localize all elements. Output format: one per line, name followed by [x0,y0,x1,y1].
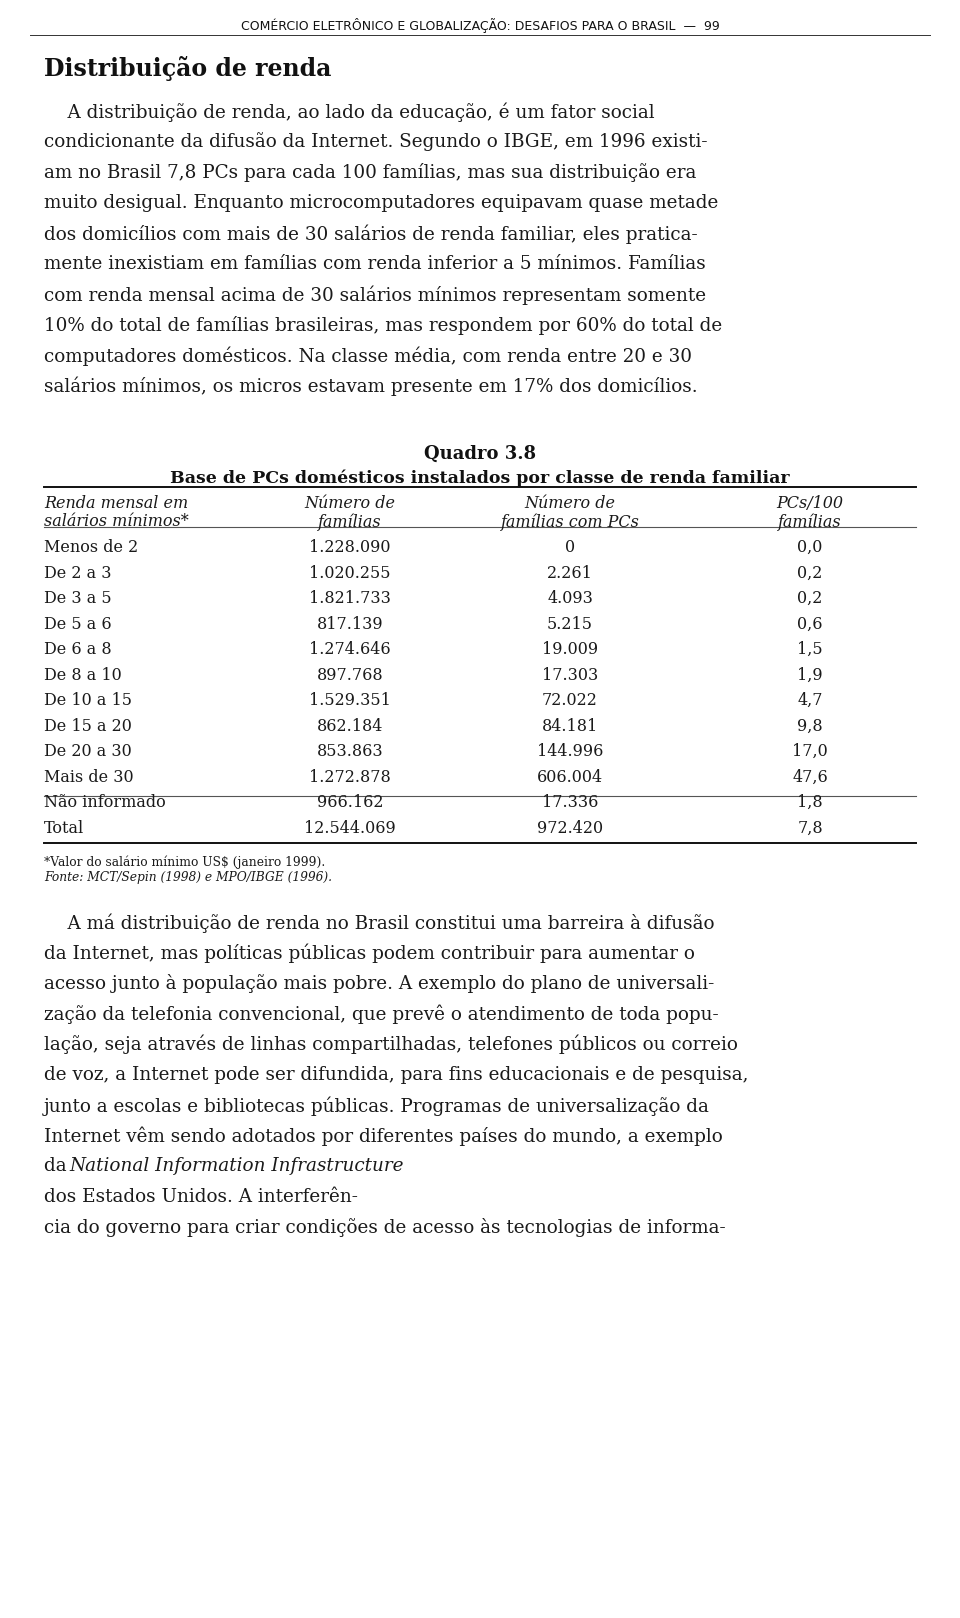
Text: 606.004: 606.004 [537,769,603,785]
Text: computadores domésticos. Na classe média, com renda entre 20 e 30: computadores domésticos. Na classe média… [44,346,692,366]
Text: 1.272.878: 1.272.878 [309,769,391,785]
Text: De 5 a 6: De 5 a 6 [44,615,111,633]
Text: De 6 a 8: De 6 a 8 [44,641,111,659]
Text: De 8 a 10: De 8 a 10 [44,667,122,683]
Text: 1.529.351: 1.529.351 [309,693,391,709]
Text: junto a escolas e bibliotecas públicas. Programas de universalização da: junto a escolas e bibliotecas públicas. … [44,1095,709,1115]
Text: 0,0: 0,0 [798,539,823,557]
Text: 9,8: 9,8 [797,717,823,735]
Text: Número de: Número de [524,495,615,511]
Text: 4,7: 4,7 [797,693,823,709]
Text: PCs/100: PCs/100 [777,495,844,511]
Text: 0,2: 0,2 [798,565,823,581]
Text: muito desigual. Enquanto microcomputadores equipavam quase metade: muito desigual. Enquanto microcomputador… [44,194,718,212]
Text: 72.022: 72.022 [542,693,598,709]
Text: am no Brasil 7,8 PCs para cada 100 famílias, mas sua distribuição era: am no Brasil 7,8 PCs para cada 100 famíl… [44,163,696,181]
Text: 0,2: 0,2 [798,591,823,607]
Text: 17.336: 17.336 [541,794,598,811]
Text: condicionante da difusão da Internet. Segundo o IBGE, em 1996 existi-: condicionante da difusão da Internet. Se… [44,133,708,152]
Text: Renda mensal em: Renda mensal em [44,495,188,511]
Text: 84.181: 84.181 [541,717,598,735]
Text: Mais de 30: Mais de 30 [44,769,133,785]
Text: famílias com PCs: famílias com PCs [500,513,639,531]
Text: Não informado: Não informado [44,794,166,811]
Text: 17.303: 17.303 [541,667,598,683]
Text: 0: 0 [564,539,575,557]
Text: 12.544.069: 12.544.069 [304,819,396,837]
Text: acesso junto à população mais pobre. A exemplo do plano de universali-: acesso junto à população mais pobre. A e… [44,974,714,993]
Text: De 2 a 3: De 2 a 3 [44,565,111,581]
Text: De 10 a 15: De 10 a 15 [44,693,132,709]
Text: De 15 a 20: De 15 a 20 [44,717,132,735]
Text: 0,6: 0,6 [797,615,823,633]
Text: de voz, a Internet pode ser difundida, para fins educacionais e de pesquisa,: de voz, a Internet pode ser difundida, p… [44,1066,749,1084]
Text: famílias: famílias [779,513,842,531]
Text: Distribuição de renda: Distribuição de renda [44,57,331,81]
Text: Quadro 3.8: Quadro 3.8 [424,445,536,463]
Text: da: da [44,1157,73,1175]
Text: 19.009: 19.009 [542,641,598,659]
Text: mente inexistiam em famílias com renda inferior a 5 mínimos. Famílias: mente inexistiam em famílias com renda i… [44,254,706,272]
Text: cia do governo para criar condições de acesso às tecnologias de informa-: cia do governo para criar condições de a… [44,1218,726,1238]
Text: 1.228.090: 1.228.090 [309,539,391,557]
Text: 5.215: 5.215 [547,615,593,633]
Text: lação, seja através de linhas compartilhadas, telefones públicos ou correio: lação, seja através de linhas compartilh… [44,1036,738,1055]
Text: A distribuição de renda, ao lado da educação, é um fator social: A distribuição de renda, ao lado da educ… [44,102,655,121]
Text: 966.162: 966.162 [317,794,383,811]
Text: 853.863: 853.863 [317,743,383,760]
Text: 7,8: 7,8 [797,819,823,837]
Text: dos domicílios com mais de 30 salários de renda familiar, eles pratica-: dos domicílios com mais de 30 salários d… [44,223,698,243]
Text: 1,5: 1,5 [797,641,823,659]
Text: 144.996: 144.996 [537,743,603,760]
Text: Fonte: MCT/Sepin (1998) e MPO/IBGE (1996).: Fonte: MCT/Sepin (1998) e MPO/IBGE (1996… [44,870,332,883]
Text: salários mínimos, os micros estavam presente em 17% dos domicílios.: salários mínimos, os micros estavam pres… [44,377,698,396]
Text: da Internet, mas políticas públicas podem contribuir para aumentar o: da Internet, mas políticas públicas pode… [44,943,695,963]
Text: National Information Infrastructure: National Information Infrastructure [69,1157,403,1175]
Text: 2.261: 2.261 [547,565,593,581]
Text: De 3 a 5: De 3 a 5 [44,591,111,607]
Text: dos Estados Unidos. A interferên-: dos Estados Unidos. A interferên- [44,1188,358,1205]
Text: Número de: Número de [304,495,396,511]
Text: Internet vêm sendo adotados por diferentes países do mundo, a exemplo: Internet vêm sendo adotados por diferent… [44,1126,723,1146]
Text: Base de PCs domésticos instalados por classe de renda familiar: Base de PCs domésticos instalados por cl… [170,469,790,487]
Text: 1.020.255: 1.020.255 [309,565,391,581]
Text: Total: Total [44,819,84,837]
Text: 862.184: 862.184 [317,717,383,735]
Text: 10% do total de famílias brasileiras, mas respondem por 60% do total de: 10% do total de famílias brasileiras, ma… [44,316,722,335]
Text: famílias: famílias [318,513,382,531]
Text: COMÉRCIO ELETRÔNICO E GLOBALIZAÇÃO: DESAFIOS PARA O BRASIL  —  99: COMÉRCIO ELETRÔNICO E GLOBALIZAÇÃO: DESA… [241,18,719,32]
Text: zação da telefonia convencional, que prevê o atendimento de toda popu-: zação da telefonia convencional, que pre… [44,1005,719,1024]
Text: 4.093: 4.093 [547,591,593,607]
Text: com renda mensal acima de 30 salários mínimos representam somente: com renda mensal acima de 30 salários mí… [44,285,707,304]
Text: 817.139: 817.139 [317,615,383,633]
Text: 17,0: 17,0 [792,743,828,760]
Text: A má distribuição de renda no Brasil constitui uma barreira à difusão: A má distribuição de renda no Brasil con… [44,913,714,932]
Text: 1.821.733: 1.821.733 [309,591,391,607]
Text: 972.420: 972.420 [537,819,603,837]
Text: salários mínimos*: salários mínimos* [44,513,189,531]
Text: 47,6: 47,6 [792,769,828,785]
Text: 1.274.646: 1.274.646 [309,641,391,659]
Text: 897.768: 897.768 [317,667,383,683]
Text: De 20 a 30: De 20 a 30 [44,743,132,760]
Text: 1,9: 1,9 [797,667,823,683]
Text: *Valor do salário mínimo US$ (janeiro 1999).: *Valor do salário mínimo US$ (janeiro 19… [44,854,325,869]
Text: Menos de 2: Menos de 2 [44,539,138,557]
Text: 1,8: 1,8 [797,794,823,811]
